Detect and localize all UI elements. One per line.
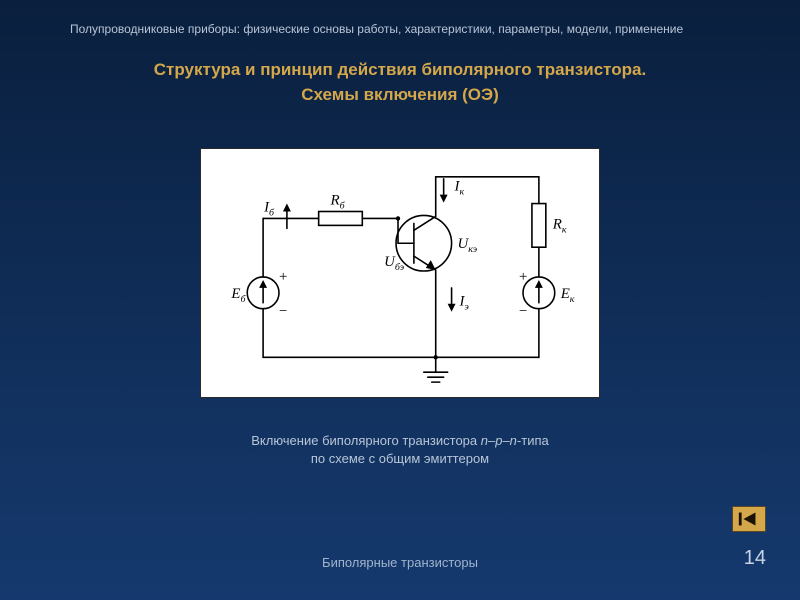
diagram-caption: Включение биполярного транзистора n–p–n-… <box>0 432 800 468</box>
svg-text:−: − <box>279 304 287 320</box>
svg-text:Rб: Rб <box>330 193 346 212</box>
caption-suffix: -типа <box>517 433 549 448</box>
svg-text:Rк: Rк <box>552 216 567 235</box>
svg-text:Iк: Iк <box>454 179 465 198</box>
page-number: 14 <box>744 547 766 570</box>
caption-prefix: Включение биполярного транзистора <box>251 433 481 448</box>
footer-topic: Биполярные транзисторы <box>0 555 800 570</box>
title-line-2: Схемы включения (ОЭ) <box>301 85 499 104</box>
caption-type: n–p–n <box>481 433 517 448</box>
svg-text:+: + <box>279 269 287 285</box>
nav-prev-button[interactable] <box>732 506 766 532</box>
svg-text:−: − <box>519 304 527 320</box>
circuit-diagram: + − + − Iб Eб Rб Uбэ Uкэ Iк Iэ Rк Eк <box>200 148 600 398</box>
caption-line-2: по схеме с общим эмиттером <box>311 451 489 466</box>
breadcrumb: Полупроводниковые приборы: физические ос… <box>70 22 730 36</box>
svg-text:Eб: Eб <box>230 286 246 305</box>
svg-text:Iб: Iб <box>263 199 275 218</box>
svg-text:Uкэ: Uкэ <box>458 236 478 255</box>
svg-text:Iэ: Iэ <box>459 294 469 313</box>
title-line-1: Структура и принцип действия биполярного… <box>154 60 646 79</box>
svg-text:Eк: Eк <box>560 286 575 305</box>
rewind-icon <box>733 507 765 531</box>
svg-text:+: + <box>519 269 527 285</box>
svg-text:Uбэ: Uбэ <box>384 254 404 273</box>
slide-title: Структура и принцип действия биполярного… <box>0 58 800 107</box>
